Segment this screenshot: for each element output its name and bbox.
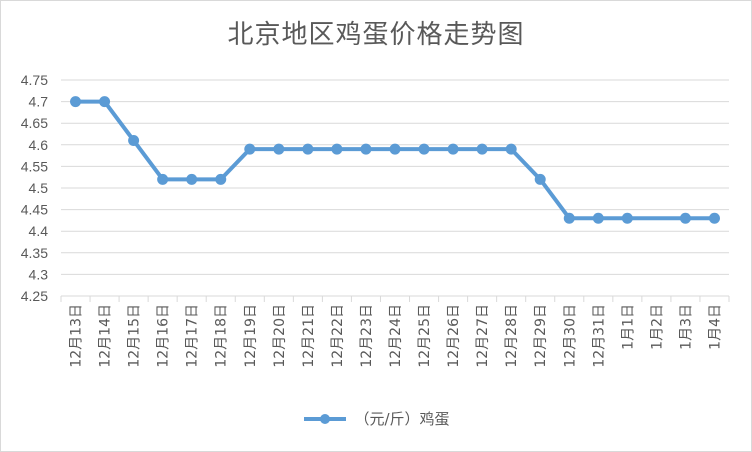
legend: （元/斤）鸡蛋 bbox=[0, 408, 752, 429]
y-tick-label: 4.45 bbox=[21, 202, 48, 218]
data-point bbox=[447, 143, 459, 155]
y-tick-label: 4.4 bbox=[29, 223, 49, 239]
x-tick-label: 12月15日 bbox=[127, 304, 143, 368]
x-tick-label: 12月18日 bbox=[214, 304, 230, 368]
data-point bbox=[360, 143, 372, 155]
x-tick-label: 1月4日 bbox=[707, 304, 723, 350]
x-tick-label: 12月14日 bbox=[98, 304, 114, 368]
x-tick-label: 1月2日 bbox=[649, 304, 665, 350]
y-tick-label: 4.3 bbox=[29, 266, 49, 282]
x-tick-label: 1月1日 bbox=[620, 304, 636, 350]
data-point bbox=[708, 212, 720, 224]
data-point bbox=[157, 173, 169, 185]
x-tick-label: 12月16日 bbox=[156, 304, 172, 368]
y-tick-label: 4.5 bbox=[29, 180, 49, 196]
legend-label: （元/斤）鸡蛋 bbox=[354, 410, 450, 428]
data-point bbox=[679, 212, 691, 224]
y-tick-label: 4.25 bbox=[21, 288, 48, 304]
y-tick-label: 4.7 bbox=[29, 94, 49, 110]
data-point bbox=[128, 134, 140, 146]
y-tick-label: 4.6 bbox=[29, 137, 49, 153]
y-tick-label: 4.75 bbox=[21, 72, 48, 88]
data-point bbox=[244, 143, 256, 155]
x-tick-label: 12月17日 bbox=[185, 304, 201, 368]
x-tick-label: 12月31日 bbox=[591, 304, 607, 368]
data-point bbox=[505, 143, 517, 155]
series-line bbox=[73, 99, 717, 221]
y-tick-label: 4.35 bbox=[21, 245, 48, 261]
x-tick-label: 1月3日 bbox=[678, 304, 694, 350]
x-tick-label: 12月13日 bbox=[69, 304, 85, 368]
data-point bbox=[563, 212, 575, 224]
data-point bbox=[70, 96, 82, 108]
x-tick-label: 12月19日 bbox=[243, 304, 259, 368]
data-point bbox=[592, 212, 604, 224]
x-tick-label: 12月27日 bbox=[475, 304, 491, 368]
data-point bbox=[186, 173, 198, 185]
legend-line-marker-icon bbox=[304, 413, 347, 424]
data-point bbox=[418, 143, 430, 155]
data-point bbox=[534, 173, 546, 185]
x-tick-label: 12月26日 bbox=[446, 304, 462, 368]
data-point bbox=[621, 212, 633, 224]
x-tick-label: 12月25日 bbox=[417, 304, 433, 368]
data-point bbox=[389, 143, 401, 155]
data-point bbox=[99, 96, 111, 108]
data-point bbox=[215, 173, 227, 185]
y-tick-label: 4.65 bbox=[21, 115, 48, 131]
chart-title: 北京地区鸡蛋价格走势图 bbox=[227, 20, 525, 50]
x-tick-label: 12月20日 bbox=[272, 304, 288, 368]
x-tick-label: 12月23日 bbox=[359, 304, 375, 368]
data-point bbox=[331, 143, 343, 155]
data-point bbox=[302, 143, 314, 155]
x-tick-label: 12月28日 bbox=[504, 304, 520, 368]
y-tick-label: 4.55 bbox=[21, 158, 48, 174]
x-tick-label: 12月30日 bbox=[562, 304, 578, 368]
x-tick-label: 12月29日 bbox=[533, 304, 549, 368]
x-tick-label: 12月24日 bbox=[388, 304, 404, 368]
x-tick-label: 12月21日 bbox=[301, 304, 317, 368]
data-point bbox=[273, 143, 285, 155]
x-tick-label: 12月22日 bbox=[330, 304, 346, 368]
data-point bbox=[476, 143, 488, 155]
